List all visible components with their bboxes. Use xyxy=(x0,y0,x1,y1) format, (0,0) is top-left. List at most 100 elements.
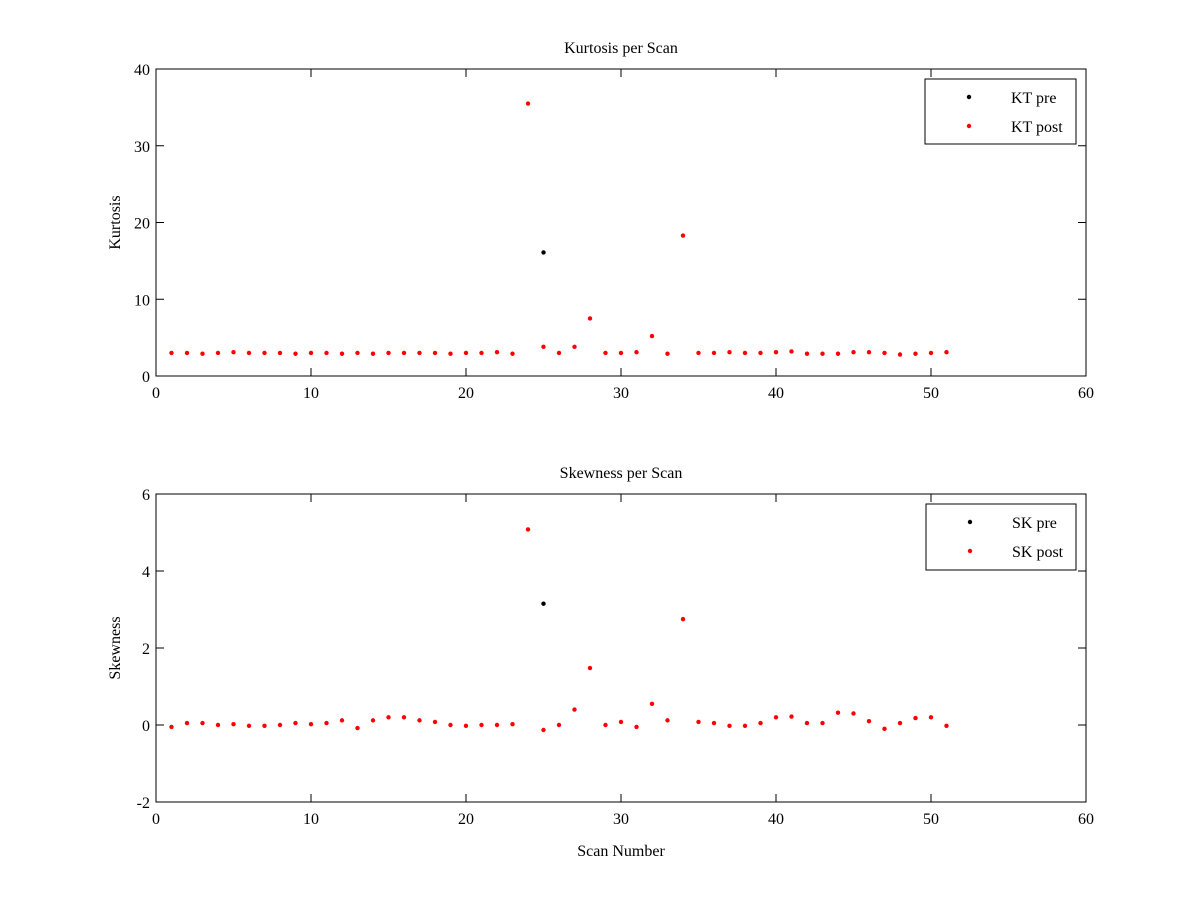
data-point xyxy=(804,720,810,726)
legend-marker xyxy=(967,548,973,554)
data-point xyxy=(308,722,314,727)
legend-box xyxy=(925,503,1077,571)
data-point xyxy=(215,350,221,356)
data-point xyxy=(711,350,717,356)
legend-marker xyxy=(966,94,972,100)
x-tick-label: 60 xyxy=(1078,811,1094,828)
data-point xyxy=(277,722,283,728)
data-point xyxy=(711,720,717,726)
data-point xyxy=(882,726,887,732)
data-point xyxy=(246,723,252,728)
legend: KT pre KT post xyxy=(924,78,1077,145)
data-point xyxy=(525,527,531,532)
data-point xyxy=(510,722,515,727)
data-point xyxy=(324,720,329,726)
data-point xyxy=(401,350,407,356)
y-tick-label: 30 xyxy=(134,139,150,156)
legend-marker xyxy=(966,123,972,129)
data-point xyxy=(262,723,267,728)
data-point xyxy=(541,601,546,606)
data-point xyxy=(556,350,562,356)
data-point xyxy=(370,718,376,723)
data-point xyxy=(541,727,546,733)
data-point xyxy=(835,710,841,715)
data-point xyxy=(463,350,469,356)
data-point xyxy=(432,350,438,356)
data-point xyxy=(820,720,825,726)
data-point xyxy=(386,350,391,356)
data-point xyxy=(463,723,469,728)
data-point xyxy=(370,351,376,356)
data-point xyxy=(541,344,546,350)
data-point xyxy=(727,723,732,728)
x-axis-label: Scan Number xyxy=(577,843,665,860)
data-point xyxy=(448,722,453,728)
data-point xyxy=(324,350,329,356)
data-point xyxy=(525,101,531,106)
data-point xyxy=(339,718,345,723)
y-axis-label: Kurtosis xyxy=(107,195,124,249)
data-point xyxy=(634,724,639,730)
legend-box xyxy=(924,78,1077,145)
data-point xyxy=(184,350,190,356)
x-tick-label: 20 xyxy=(458,385,474,402)
x-tick-label: 0 xyxy=(152,811,160,828)
legend-marker xyxy=(967,519,973,525)
data-point xyxy=(169,350,174,356)
data-point xyxy=(882,350,887,356)
data-point xyxy=(928,715,934,720)
data-point xyxy=(804,351,810,356)
y-tick-label: 0 xyxy=(142,718,150,735)
data-point xyxy=(680,233,686,238)
y-tick-label: 40 xyxy=(134,62,150,79)
data-point xyxy=(727,350,732,355)
data-point xyxy=(866,718,872,724)
data-point xyxy=(572,344,577,350)
data-point xyxy=(355,725,360,731)
x-tick-label: 0 xyxy=(152,385,160,402)
data-point xyxy=(758,350,763,356)
data-point xyxy=(649,701,655,707)
legend: SK pre SK post xyxy=(925,503,1077,571)
x-tick-label: 10 xyxy=(303,811,319,828)
data-point xyxy=(231,350,236,355)
data-point xyxy=(820,351,825,356)
data-point xyxy=(944,723,949,728)
x-tick-label: 40 xyxy=(768,385,784,402)
data-point xyxy=(742,723,748,728)
data-point xyxy=(696,719,701,725)
x-tick-label: 50 xyxy=(923,811,939,828)
x-tick-label: 40 xyxy=(768,811,784,828)
data-point xyxy=(231,722,236,727)
data-point xyxy=(603,350,608,356)
y-tick-label: 10 xyxy=(134,292,150,309)
data-point xyxy=(246,350,252,356)
data-point xyxy=(556,722,562,728)
data-point xyxy=(510,351,515,356)
data-point xyxy=(696,350,701,356)
data-point xyxy=(494,350,500,355)
y-tick-label: 2 xyxy=(142,641,150,658)
data-point xyxy=(417,718,422,723)
data-point xyxy=(200,720,205,726)
data-point xyxy=(417,350,422,356)
chart-title: Kurtosis per Scan xyxy=(564,40,678,57)
data-point xyxy=(494,722,500,728)
data-point xyxy=(928,350,934,356)
series-1 xyxy=(541,601,546,606)
y-tick-label: 4 xyxy=(142,564,150,581)
data-point xyxy=(587,316,593,321)
data-point xyxy=(789,349,794,354)
data-point xyxy=(200,351,205,356)
data-point xyxy=(665,351,670,356)
x-tick-label: 30 xyxy=(613,385,629,402)
data-point xyxy=(262,350,267,356)
y-tick-label: 20 xyxy=(134,216,150,233)
subplot-1: 0 10 20 30 40 50 60 0 10 20 30 40 Kurtosis per Scan K… xyxy=(107,40,1094,402)
data-point xyxy=(355,350,360,356)
series-2 xyxy=(169,101,949,357)
data-point xyxy=(789,714,794,719)
data-point xyxy=(851,711,856,716)
